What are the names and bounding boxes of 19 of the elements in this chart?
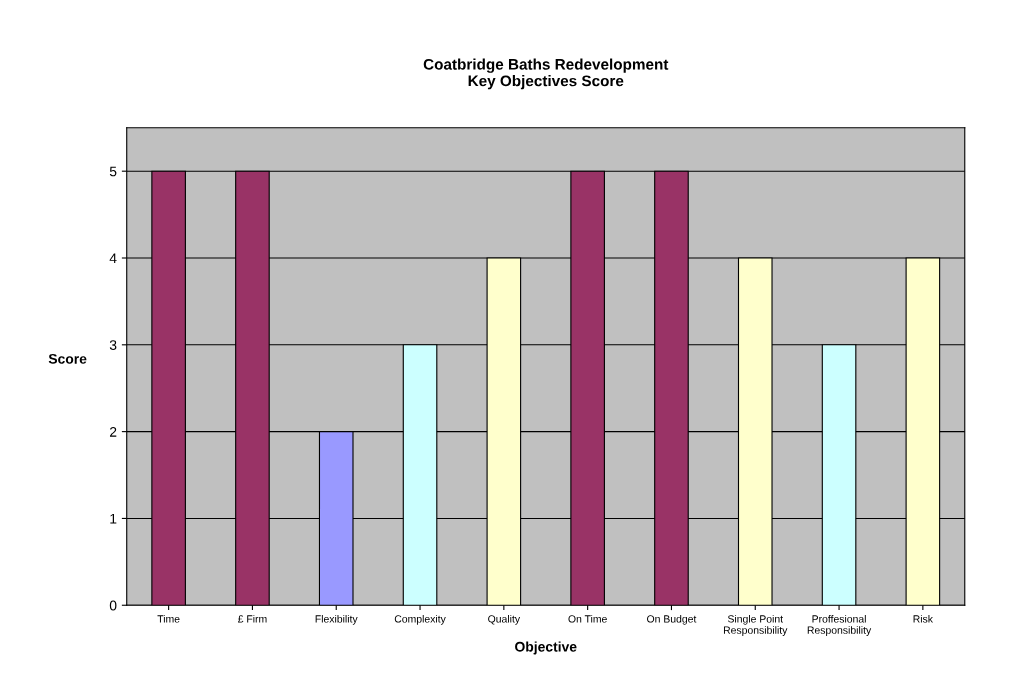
- y-tick-label: 1: [110, 513, 117, 524]
- y-tick-label: 5: [109, 166, 117, 177]
- x-axis-title: Objective: [515, 641, 577, 655]
- x-tick-label: £ Firm: [237, 614, 267, 623]
- x-tick-label: Proffesional Responsibility: [807, 614, 872, 636]
- x-tick-label: Time: [157, 614, 180, 623]
- y-tick-label: 0: [109, 600, 117, 611]
- x-tick-label: Quality: [488, 614, 521, 625]
- x-tick-label: Complexity: [394, 614, 446, 625]
- chart-title: Coatbridge Baths Redevelopment Key Objectives Score: [423, 58, 669, 90]
- y-axis-title: Score: [48, 353, 87, 364]
- y-tick-label: 3: [109, 340, 117, 350]
- x-tick-label: Flexibility: [315, 614, 358, 625]
- x-tick-label: On Budget: [647, 614, 697, 625]
- y-tick-label: 2: [109, 426, 117, 437]
- x-tick-label: Single Point Responsibility: [723, 614, 788, 636]
- x-tick-label: On Time: [568, 614, 607, 623]
- x-tick-label: Risk: [913, 614, 934, 623]
- y-tick-label: 4: [109, 253, 117, 264]
